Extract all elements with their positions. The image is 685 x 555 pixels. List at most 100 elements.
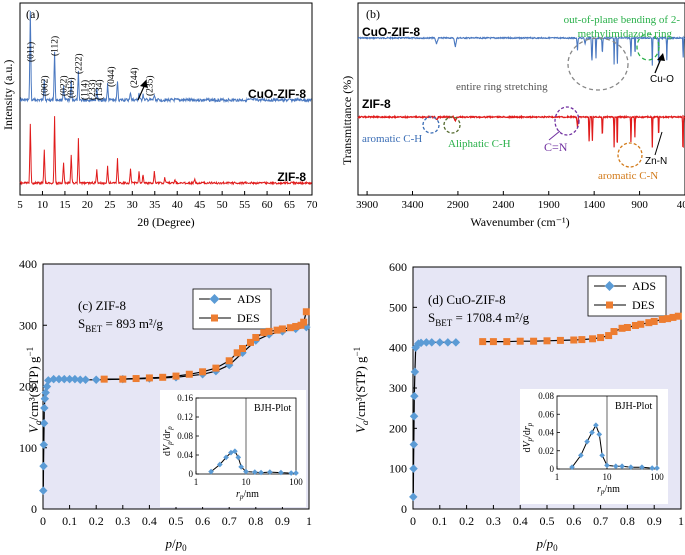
ann-aromatic-ch: aromatic C-H — [362, 133, 422, 145]
d-xtick-label: 0.7 — [593, 514, 608, 528]
des-point — [489, 338, 497, 346]
panel-a-frame — [19, 2, 313, 196]
a-xtick-label: 50 — [217, 199, 229, 211]
des-point — [530, 337, 538, 345]
des-point — [300, 318, 308, 326]
inset-point — [293, 470, 299, 476]
d-xtick-label: 0.3 — [486, 514, 501, 528]
c-ytick-label: 300 — [19, 318, 37, 332]
ads-point — [49, 374, 58, 384]
b-xtick-label: 2900 — [447, 199, 470, 211]
a-xtick-label: 40 — [172, 199, 184, 211]
d-inset-title: BJH-Plot — [615, 401, 652, 412]
inset-ytick-label: 0.08 — [177, 431, 193, 441]
a-xtick-label: 45 — [194, 199, 206, 211]
c-xtick-label: 0.2 — [89, 514, 104, 528]
panel-b-bottom-sample: ZIF-8 — [362, 97, 391, 111]
peak-labels: (011) (002) (112) (022)(013) (222) (114)(233)… — [25, 36, 155, 100]
des-point — [605, 332, 613, 340]
inset-point — [238, 464, 244, 470]
ann-aliphatic-ch: Aliphatic C-H — [448, 138, 511, 150]
des-point — [278, 325, 286, 333]
a-xtick-label: 35 — [149, 199, 161, 211]
d-xtick-label: 0.5 — [540, 514, 555, 528]
panel-a-xlabel: 2θ (Degree) — [137, 215, 194, 229]
c-xtick-label: 0.7 — [222, 514, 237, 528]
c-xtick-label: 0 — [40, 514, 46, 528]
peak-label: (022) — [59, 75, 70, 96]
des-point — [543, 337, 551, 345]
d-inset-ylabel: dVp/drp — [522, 422, 534, 452]
c-xtick-label: 0.6 — [195, 514, 210, 528]
ftir-top-trace — [357, 35, 685, 66]
b-xtick-label: 1400 — [583, 199, 606, 211]
peak-244-arrowhead — [140, 80, 148, 88]
des-point — [199, 368, 207, 376]
legend-d-ads: ADS — [632, 279, 656, 293]
ads-point — [409, 411, 419, 421]
d-ytick-label: 600 — [389, 260, 407, 274]
ads-point — [40, 403, 49, 413]
d-xtick-label: 0.6 — [566, 514, 581, 528]
ads-point — [427, 338, 437, 347]
inset-ytick-label: 0.02 — [538, 446, 554, 456]
inset-point — [223, 454, 229, 461]
des-point — [119, 375, 127, 383]
panel-c-xlabel: p/p0 — [164, 536, 187, 553]
d-xtick-label: 0 — [410, 514, 416, 528]
des-point — [618, 324, 626, 332]
b-xtick-label: 400 — [677, 199, 685, 211]
des-point — [589, 335, 597, 343]
inset-point — [584, 438, 590, 445]
panel-a-ylabel: Intensity (a.u.) — [1, 60, 15, 130]
inset-point — [278, 469, 284, 476]
d-xtick-label: 0.8 — [620, 514, 635, 528]
ads-point — [39, 461, 48, 471]
c-inset-title: BJH-Plot — [254, 403, 291, 414]
c-xtick-label: 0.9 — [275, 514, 290, 528]
des-point — [650, 317, 658, 325]
c-xtick-label: 1 — [306, 514, 312, 528]
d-xtick-label: 0.4 — [513, 514, 528, 528]
ads-point — [435, 338, 445, 347]
des-point — [239, 345, 246, 353]
inset-point — [593, 422, 599, 429]
ads-point — [443, 338, 453, 347]
panel-d-ylabel: Va/cm³(STP) g−1 — [352, 347, 370, 433]
inset-xtick-label: 1 — [194, 477, 199, 487]
ads-point — [416, 338, 426, 348]
ads-point — [410, 367, 420, 377]
inset-ytick-label: 0.04 — [177, 450, 193, 460]
peak-label: (013) — [66, 77, 77, 98]
inset-point — [217, 461, 223, 468]
a-xtick-label: 30 — [127, 199, 139, 211]
ads-point — [409, 492, 418, 502]
panel-d-sbet: SBET = 1708.4 m²/g — [428, 310, 530, 328]
arom-ch-ellipse — [422, 116, 440, 134]
panel-b-ylabel: Transmittance (%) — [340, 76, 354, 165]
panel-c-inset: 0 0.04 0.08 0.12 0.16 1 10 100 BJH-Plot dVp/drp rp… — [160, 390, 306, 507]
des-point — [637, 320, 645, 328]
legend-c-ads: ADS — [237, 292, 261, 306]
ann-znn: Zn-N — [645, 156, 667, 167]
b-xtick-label: 1900 — [538, 199, 561, 211]
des-point — [578, 336, 586, 344]
des-point — [246, 338, 254, 346]
c-xtick-label: 0.1 — [62, 514, 77, 528]
peak-label: (134) — [94, 79, 105, 100]
inset-point — [288, 470, 294, 476]
des-point — [286, 324, 294, 332]
des-point — [516, 337, 524, 345]
des-point — [669, 313, 677, 321]
panel-d-label: (d) CuO-ZIF-8 — [428, 292, 506, 307]
ads-point — [409, 440, 419, 449]
panel-c-sbet: SBET = 893 m²/g — [78, 316, 163, 334]
inset-point — [267, 469, 273, 475]
ftir-bottom-trace — [357, 114, 685, 148]
panel-a-top-sample: CuO-ZIF-8 — [248, 87, 306, 101]
a-xtick-label: 65 — [284, 199, 296, 211]
des-point — [225, 357, 233, 365]
peak-label: (233) — [87, 79, 98, 100]
